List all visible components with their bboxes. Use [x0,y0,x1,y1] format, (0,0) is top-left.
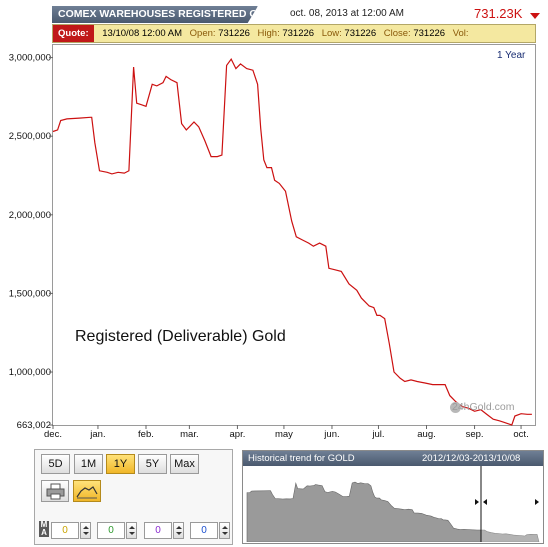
x-tick-label: jan. [89,429,105,440]
x-tick-label: jul. [371,429,384,440]
handle-arrow-left-icon [475,499,479,505]
moving-average-label: M A [39,520,49,537]
low-value: 731226 [344,28,377,39]
historical-trend-title: Historical trend for GOLD [248,453,355,464]
historical-area [246,481,540,542]
close-label: Close: [383,28,411,39]
watermark-logo-icon [450,402,461,413]
header-date: oct. 08, 2013 at 12:00 AM [290,8,404,19]
x-tick-label: dec. [44,429,62,440]
range-button-5y[interactable]: 5Y [138,454,167,474]
x-tick-label: oct. [513,429,528,440]
quote-bar: Quote: 13/10/08 12:00 AM Open: 731226 Hi… [52,24,536,43]
high-value: 731226 [282,28,315,39]
high-label: High: [257,28,280,39]
x-axis: dec. jan. feb. mar. apr. may jun. jul. aug. sep. o… [44,425,529,440]
handle-arrow-end-icon [535,499,539,505]
header-last-value: 731.23K [474,6,523,21]
ma-stepper-1[interactable] [80,522,91,539]
x-tick-label: mar. [180,429,198,440]
historical-trend-header: Historical trend for GOLD 2012/12/03-201… [243,451,543,466]
ma-input-1[interactable]: 0 [51,522,79,539]
selection-window[interactable] [481,466,543,542]
range-label: 1 Year [497,50,526,61]
price-series-line [52,57,532,426]
close-value: 731226 [413,28,446,39]
ma-input-4[interactable]: 0 [190,522,218,539]
historical-trend-range: 2012/12/03-2013/10/08 [422,453,521,464]
historical-trend-chart[interactable] [243,466,543,542]
chart-annotation: Registered (Deliverable) Gold [75,328,286,345]
down-arrow-icon [530,13,540,19]
open-label: Open: [189,28,216,39]
x-tick-label: sep. [466,429,484,440]
range-button-1y[interactable]: 1Y [106,454,135,474]
quote-datetime: 13/10/08 12:00 AM [102,28,183,39]
chart-title-tab: COMEX WAREHOUSES REGISTERED G [52,6,258,23]
ma-stepper-2[interactable] [126,522,137,539]
y-tick-label: 1,000,000 [9,367,51,378]
ma-stepper-3[interactable] [173,522,184,539]
print-button[interactable] [41,480,69,502]
y-tick-label: 663,002 [17,420,51,431]
quote-label: Quote: [53,25,94,42]
low-label: Low: [321,28,342,39]
y-tick-label: 1,500,000 [9,288,51,299]
y-tick-label: 2,500,000 [9,131,51,142]
x-tick-label: may [275,429,293,440]
range-button-max[interactable]: Max [170,454,199,474]
handle-arrow-right-icon [483,499,487,505]
y-tick-label: 3,000,000 [9,53,51,64]
ma-input-3[interactable]: 0 [144,522,172,539]
ma-stepper-4[interactable] [219,522,230,539]
price-chart: 663,002 1,000,000 1,500,000 2,000,000 2,500,… [9,53,532,440]
x-tick-label: jun. [323,429,339,440]
printer-icon [46,483,65,500]
line-chart-button[interactable] [73,480,101,502]
watermark: 24hGold.com [452,401,515,413]
x-tick-label: apr. [230,429,246,440]
ma-input-2[interactable]: 0 [97,522,125,539]
range-button-1m[interactable]: 1M [74,454,103,474]
chart-plot-area[interactable] [52,44,536,426]
vol-label: Vol: [452,28,469,39]
y-axis: 663,002 1,000,000 1,500,000 2,000,000 2,500,… [9,53,53,431]
open-value: 731226 [218,28,250,39]
y-tick-label: 2,000,000 [9,210,51,221]
x-tick-label: feb. [138,429,154,440]
range-button-5d[interactable]: 5D [41,454,70,474]
line-chart-icon [76,486,98,499]
x-tick-label: aug. [417,429,436,440]
